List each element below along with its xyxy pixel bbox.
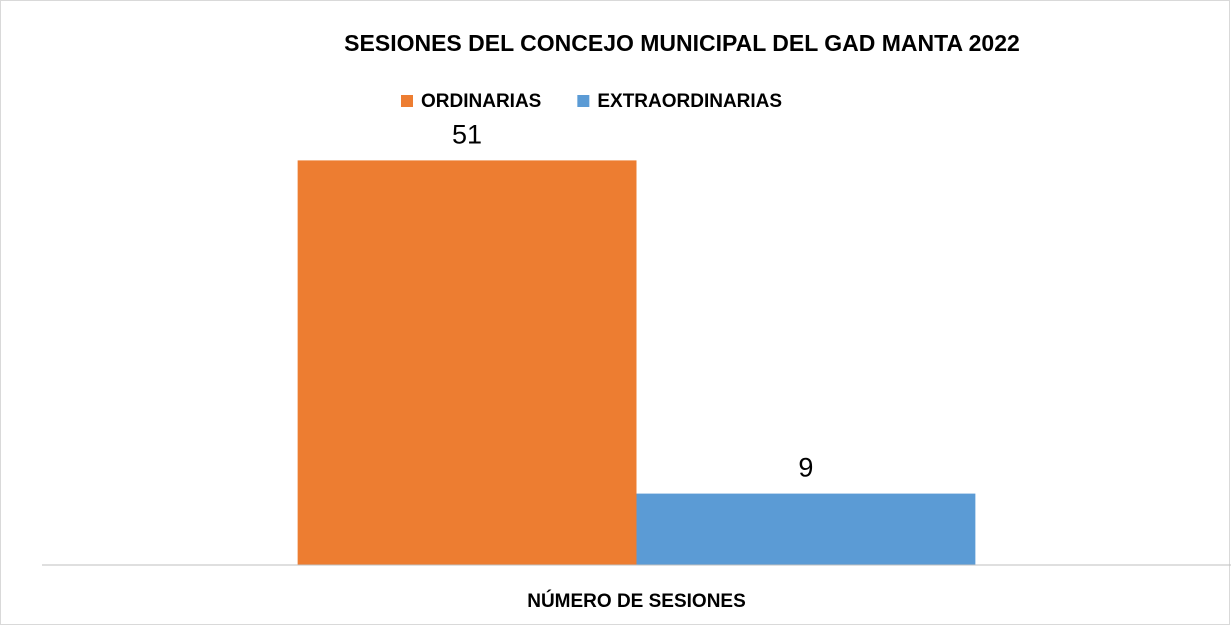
bar: [297, 160, 637, 565]
data-label: 51: [452, 120, 482, 150]
chart-title: SESIONES DEL CONCEJO MUNICIPAL DEL GAD M…: [344, 30, 1020, 56]
x-tick-label: NÚMERO DE SESIONES: [527, 590, 746, 612]
legend-swatch: [401, 95, 413, 107]
data-label: 9: [798, 453, 813, 483]
legend-label: EXTRAORDINARIAS: [597, 91, 782, 112]
legend-label: ORDINARIAS: [421, 91, 541, 112]
legend-swatch: [577, 95, 590, 107]
bar: [636, 493, 976, 565]
